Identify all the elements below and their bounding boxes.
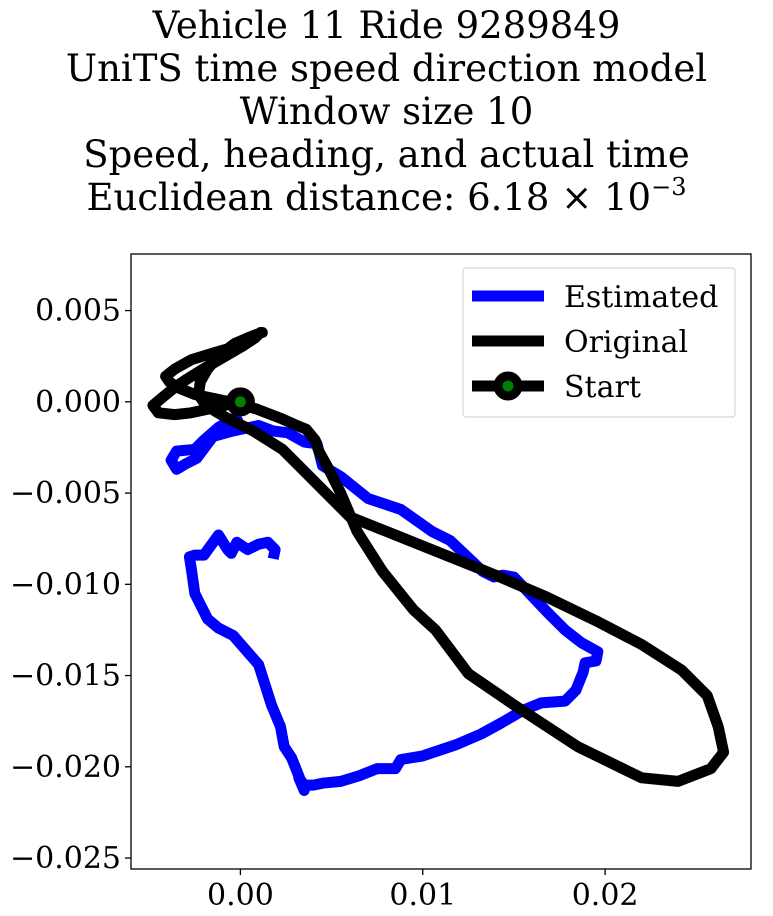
distance-prefix: Euclidean distance: 6.18 bbox=[86, 176, 550, 219]
chart-title: Vehicle 11 Ride 9289849 UniTS time speed… bbox=[0, 4, 773, 219]
legend-label-estimated: Estimated bbox=[564, 280, 718, 315]
legend: Estimated Original Start bbox=[462, 267, 736, 418]
x-tick-label: 0.00 bbox=[207, 878, 274, 913]
legend-label-start: Start bbox=[564, 370, 641, 405]
legend-box bbox=[462, 267, 736, 418]
y-tick-label: −0.005 bbox=[10, 476, 121, 511]
title-line-2: UniTS time speed direction model bbox=[65, 47, 708, 90]
x-tick-label: 0.01 bbox=[389, 878, 456, 913]
times-sign: × bbox=[561, 176, 593, 219]
distance-base: 10 bbox=[604, 176, 652, 219]
start-marker bbox=[225, 387, 255, 417]
legend-label-original: Original bbox=[564, 325, 688, 360]
series-layer bbox=[147, 327, 730, 796]
y-tick-label: −0.010 bbox=[10, 567, 121, 602]
x-tick-label: 0.02 bbox=[572, 878, 639, 913]
ticks-layer: 0.00 0.01 0.02 0.005 0.000 −0.005 −0.010 −0.015… bbox=[10, 294, 639, 913]
y-tick-label: −0.025 bbox=[10, 841, 121, 876]
distance-exponent: −3 bbox=[651, 173, 687, 201]
y-tick-label: 0.005 bbox=[35, 294, 121, 329]
legend-marker-start bbox=[493, 371, 523, 401]
title-line-3: Window size 10 bbox=[239, 90, 534, 133]
plot-frame bbox=[130, 253, 752, 870]
series-line-original bbox=[147, 327, 730, 787]
title-line-1: Vehicle 11 Ride 9289849 bbox=[152, 4, 621, 47]
title-line-4: Speed, heading, and actual time bbox=[83, 133, 690, 176]
y-tick-label: 0.000 bbox=[35, 385, 121, 420]
title-line-5: Euclidean distance: 6.18 × 10−3 bbox=[0, 173, 773, 219]
y-tick-label: −0.015 bbox=[10, 659, 121, 694]
series-line-estimated bbox=[165, 409, 604, 796]
y-tick-label: −0.020 bbox=[10, 750, 121, 785]
